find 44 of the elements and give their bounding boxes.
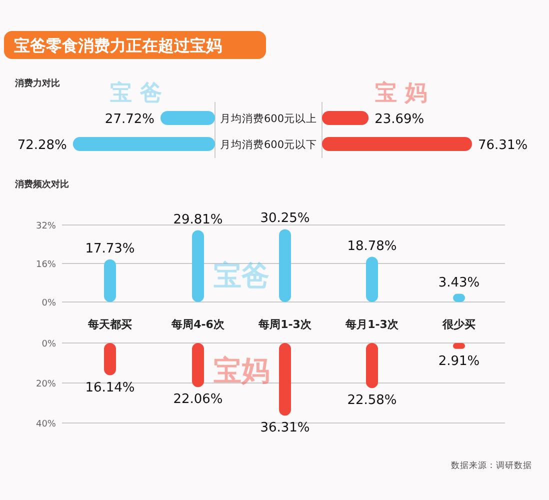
chart-title: 宝爸零食消费力正在超过宝妈 — [14, 36, 222, 55]
data-label: 72.28% — [17, 138, 67, 153]
data-label: 3.43% — [438, 276, 480, 291]
series-label: 宝妈 — [375, 80, 435, 106]
bar — [192, 343, 204, 388]
y-tick-label: 20% — [36, 380, 56, 390]
x-tick-label: 每周4-6次 — [170, 318, 226, 331]
data-label: 30.25% — [260, 211, 310, 226]
data-label: 27.72% — [104, 112, 155, 127]
y-tick-label: 0% — [42, 298, 56, 308]
y-tick-label: 月均消费600元以下 — [220, 138, 318, 151]
bar — [104, 343, 116, 376]
bar — [279, 229, 291, 302]
bar — [104, 259, 116, 302]
y-tick-label: 32% — [36, 222, 56, 232]
bar — [366, 256, 378, 302]
data-label: 23.69% — [374, 112, 424, 127]
data-label: 36.31% — [260, 420, 310, 436]
x-tick-label: 每天都买 — [87, 318, 132, 331]
y-tick-label: 月均消费600元以上 — [220, 112, 318, 125]
bar — [453, 343, 465, 349]
data-label: 16.14% — [85, 380, 135, 396]
data-label: 29.81% — [173, 212, 223, 228]
bar — [192, 230, 204, 302]
series-label: 宝妈 — [214, 354, 270, 387]
chart-subtitle: 消费力对比 — [14, 78, 60, 89]
series-label: 宝爸 — [214, 259, 270, 292]
y-tick-label: 0% — [42, 340, 56, 350]
x-tick-label: 很少买 — [442, 318, 476, 331]
data-label: 2.91% — [438, 354, 480, 369]
data-label: 18.78% — [347, 238, 397, 254]
data-label: 76.31% — [478, 138, 528, 153]
x-tick-label: 每月1-3次 — [344, 318, 400, 331]
y-tick-label: 40% — [36, 420, 56, 430]
bar — [366, 343, 378, 388]
bar — [279, 343, 291, 416]
chart-title: 消费频次对比 — [14, 179, 69, 190]
data-label: 22.58% — [347, 393, 397, 408]
series-label: 宝爸 — [110, 80, 170, 106]
data-label: 17.73% — [85, 241, 135, 256]
source-note: 数据来源：调研数据 — [451, 460, 532, 471]
y-tick-label: 16% — [36, 260, 56, 270]
x-tick-label: 每周1-3次 — [258, 318, 312, 331]
data-label: 22.06% — [173, 392, 223, 408]
